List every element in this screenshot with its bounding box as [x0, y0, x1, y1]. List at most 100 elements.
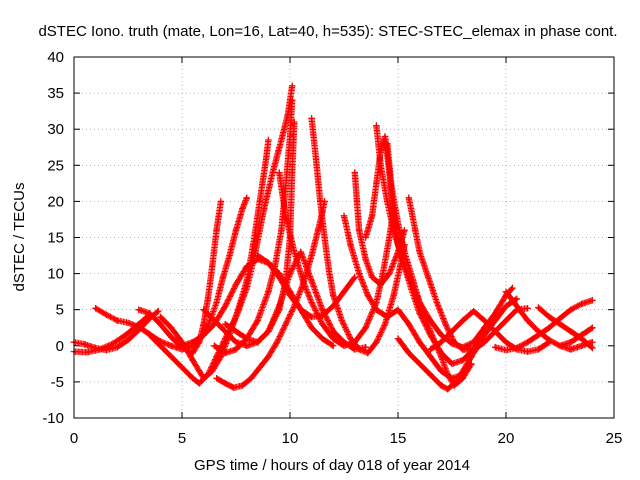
data-point — [427, 346, 434, 353]
data-point — [546, 313, 553, 321]
data-point — [556, 315, 564, 322]
data-point — [265, 353, 272, 360]
data-point — [278, 136, 285, 144]
data-point — [299, 277, 307, 285]
data-point — [204, 295, 212, 303]
data-point — [265, 136, 272, 144]
data-point — [567, 346, 574, 353]
data-point — [409, 277, 417, 285]
data-point — [351, 169, 358, 176]
data-point — [254, 338, 261, 346]
data-point — [232, 346, 240, 353]
data-point — [524, 317, 531, 324]
data-point — [567, 306, 574, 313]
data-point — [168, 324, 175, 331]
data-point — [416, 338, 423, 346]
data-point — [381, 320, 389, 328]
data-point — [578, 342, 585, 349]
data-point — [157, 342, 164, 349]
data-point — [114, 344, 121, 351]
data-point — [427, 371, 434, 378]
data-point — [250, 241, 257, 248]
data-point — [286, 270, 294, 277]
data-point — [405, 194, 412, 201]
data-point — [492, 310, 499, 317]
data-point — [379, 270, 387, 277]
data-point — [362, 255, 369, 263]
data-point — [425, 274, 432, 281]
data-point — [377, 281, 384, 288]
data-point — [416, 360, 423, 368]
data-point — [308, 115, 315, 122]
data-point — [444, 385, 451, 393]
data-point — [83, 349, 91, 356]
data-point — [509, 284, 516, 292]
data-point — [448, 360, 456, 368]
data-point — [265, 328, 272, 335]
data-point — [146, 331, 153, 339]
data-point — [211, 342, 218, 349]
data-point — [438, 353, 445, 360]
data-point — [412, 227, 419, 234]
data-point — [276, 302, 283, 310]
series-26 — [535, 304, 596, 352]
data-point — [232, 328, 240, 335]
data-point — [459, 357, 466, 364]
data-point — [157, 313, 164, 321]
data-point — [438, 338, 445, 346]
data-point — [286, 292, 294, 299]
data-point — [314, 227, 322, 234]
data-point — [211, 317, 218, 324]
data-point — [364, 292, 371, 299]
data-point — [297, 306, 304, 313]
data-point — [373, 180, 380, 187]
data-point — [243, 277, 250, 285]
data-point — [226, 252, 233, 259]
data-point — [567, 338, 574, 346]
data-point — [353, 198, 361, 205]
data-point — [247, 375, 255, 382]
data-point — [502, 288, 510, 295]
data-point — [168, 342, 175, 349]
data-point — [330, 335, 337, 342]
data-point — [239, 382, 246, 389]
data-point — [394, 335, 402, 342]
data-point — [589, 324, 596, 331]
data-point — [589, 338, 596, 346]
data-point — [330, 342, 337, 349]
data-point — [189, 338, 196, 346]
y-tick-label: -5 — [51, 374, 64, 391]
data-point — [338, 317, 346, 324]
data-point — [470, 346, 477, 354]
data-point — [502, 302, 510, 310]
data-point — [269, 169, 276, 176]
data-point — [297, 248, 304, 256]
data-point — [196, 380, 203, 387]
data-point — [103, 311, 110, 318]
data-point — [330, 292, 337, 299]
y-tick-label: 35 — [47, 85, 64, 102]
data-point — [384, 140, 391, 147]
data-point — [492, 317, 499, 324]
y-tick-label: -10 — [42, 410, 64, 427]
data-point — [448, 328, 456, 335]
data-point — [492, 328, 499, 335]
data-point — [222, 302, 229, 310]
data-point — [276, 274, 283, 281]
data-point — [468, 353, 475, 360]
data-point — [377, 162, 384, 169]
data-point — [217, 198, 225, 205]
axis-ticks: 0 5 10 15 20 25 -10 -5 0 5 10 15 20 25 30 35 40 — [42, 49, 622, 447]
data-point — [319, 306, 326, 313]
data-point — [386, 234, 393, 241]
data-point — [282, 320, 289, 328]
data-point — [416, 299, 423, 306]
y-tick-label: 40 — [47, 49, 64, 66]
data-point — [243, 263, 250, 270]
y-tick-label: 15 — [47, 230, 64, 247]
data-point — [219, 274, 227, 281]
data-point — [114, 317, 121, 324]
data-point — [481, 317, 488, 324]
data-point — [589, 344, 596, 352]
